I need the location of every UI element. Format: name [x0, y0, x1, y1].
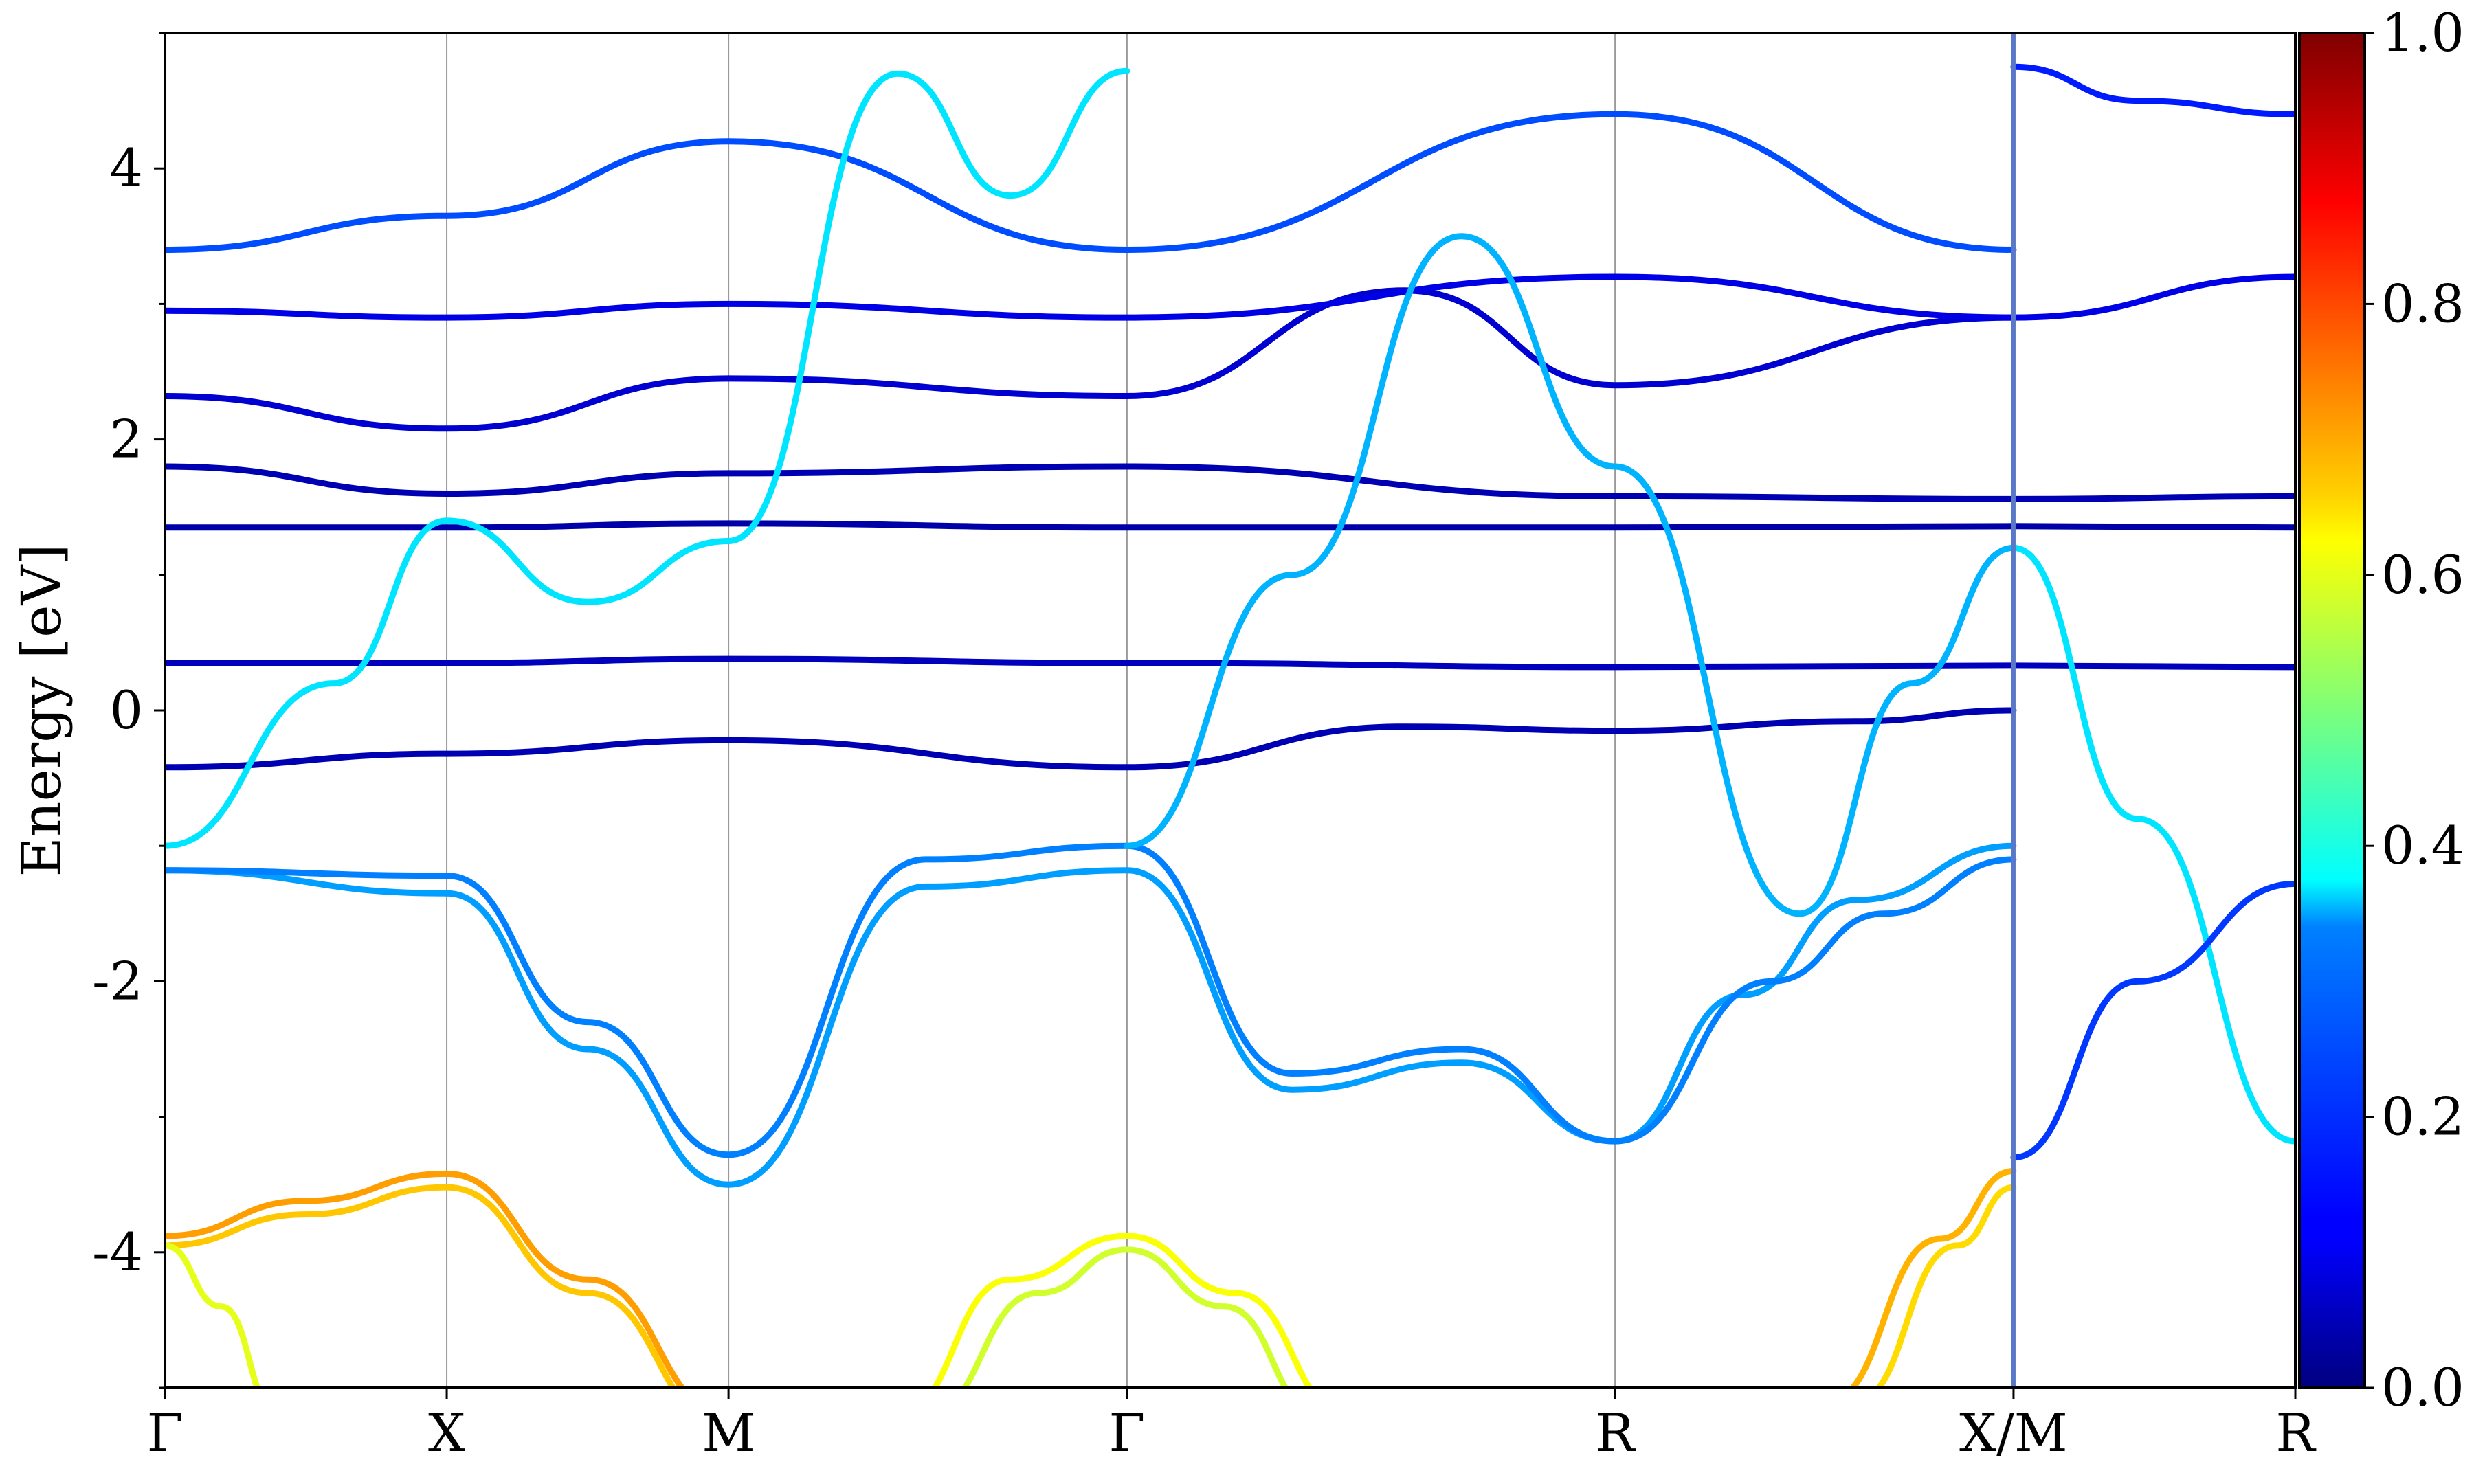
- y-tick-label: 4: [110, 137, 143, 199]
- x-tick-label: Γ: [147, 1402, 183, 1463]
- colorbar-tick-label: 1.0: [2381, 2, 2464, 63]
- band-line: [165, 111, 2017, 254]
- band-line: [165, 842, 2017, 1188]
- y-tick-label: 2: [110, 409, 143, 470]
- x-tick-label: M: [702, 1402, 755, 1463]
- band-line: [165, 707, 2017, 771]
- colorbar-tick-label: 0.8: [2381, 273, 2464, 334]
- band-line: [165, 273, 2295, 321]
- colorbar-tick-label: 0.0: [2381, 1357, 2464, 1418]
- band-line: [165, 655, 2295, 671]
- y-tick-label: -4: [92, 1222, 143, 1283]
- band-line: [961, 1246, 1289, 1388]
- band-line: [165, 520, 2295, 531]
- x-tick-label: X/M: [1959, 1402, 2068, 1463]
- colorbar-ticks: 0.0 0.2 0.4 0.6 0.8 1.0: [2365, 2, 2464, 1418]
- y-tick-label: 0: [110, 679, 143, 741]
- colorbar-tick-label: 0.6: [2381, 544, 2464, 605]
- band-line: [2010, 63, 2295, 117]
- y-axis-ticks: -4 -2 0 2 4: [92, 32, 165, 1389]
- band-line: [165, 1242, 260, 1388]
- colorbar: [2298, 32, 2366, 1389]
- band-line: [165, 463, 2295, 502]
- y-axis-label: Energy [eV]: [10, 544, 74, 877]
- band-lines: [165, 33, 2295, 1388]
- band-line: [165, 1170, 687, 1388]
- x-axis-ticks: Γ X M Γ R X/M R: [147, 1388, 2317, 1463]
- x-tick-label: X: [428, 1402, 465, 1463]
- y-tick-label: -2: [92, 950, 143, 1011]
- colorbar-tick-label: 0.2: [2381, 1086, 2464, 1147]
- band-line: [1848, 1168, 2017, 1388]
- x-tick-label: R: [1596, 1402, 1637, 1463]
- band-line: [165, 67, 1130, 849]
- band-line: [930, 1233, 1313, 1388]
- band-line: [165, 287, 2017, 432]
- band-line: [2010, 544, 2295, 1145]
- band-line: [165, 842, 2017, 1158]
- kpath-vertical-lines: [446, 33, 2014, 1388]
- band-line: [2010, 880, 2295, 1161]
- colorbar-tick-label: 0.4: [2381, 815, 2464, 876]
- x-tick-label: Γ: [1109, 1402, 1146, 1463]
- band-line: [1124, 233, 2017, 917]
- x-tick-label: R: [2275, 1402, 2317, 1463]
- band-line: [1875, 1184, 2017, 1388]
- band-line: [165, 1184, 677, 1388]
